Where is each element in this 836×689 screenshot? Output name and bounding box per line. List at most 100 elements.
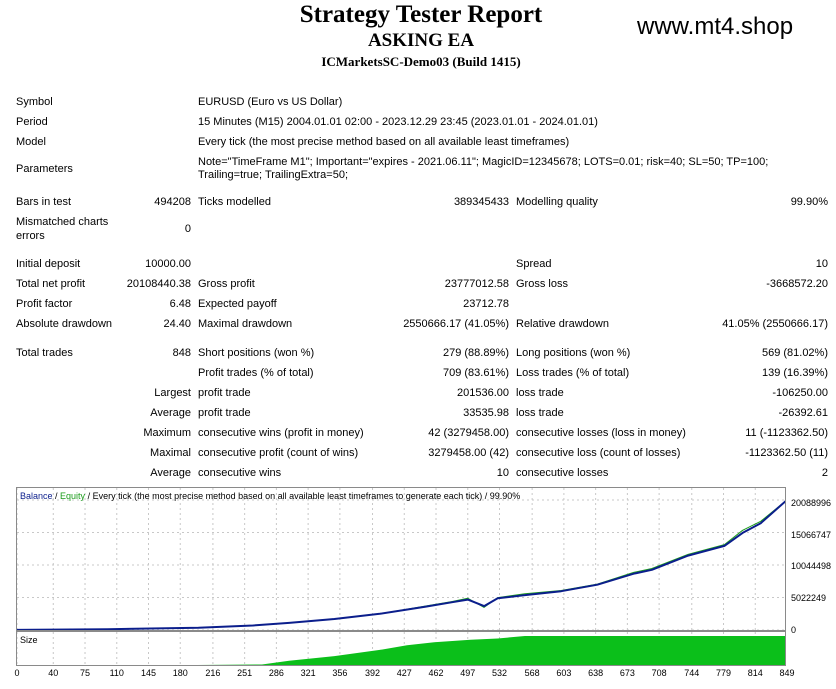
relative-drawdown-label: Relative drawdown	[516, 318, 609, 330]
y-tick-label: 5022249	[791, 593, 827, 603]
parameters-line-1: Note="TimeFrame M1"; Important="expires …	[198, 156, 769, 168]
legend-balance: Balance	[20, 491, 53, 501]
server-info: ICMarketsSC-Demo03 (Build 1415)	[321, 54, 521, 69]
gross-profit-label: Gross profit	[198, 278, 255, 290]
maximal-loss-label: consecutive loss (count of losses)	[516, 447, 681, 459]
x-tick-label: 638	[588, 668, 604, 678]
quality-value: 99.90%	[790, 196, 828, 208]
average-profit-label: profit trade	[198, 407, 251, 419]
maximal-profit-value: 3279458.00 (42)	[428, 447, 509, 459]
avg-consec-wins-label: consecutive wins	[198, 467, 282, 479]
bars-label: Bars in test	[16, 196, 72, 208]
x-tick-label: 110	[109, 668, 124, 678]
x-tick-label: 145	[140, 668, 157, 678]
profit-factor-label: Profit factor	[16, 298, 73, 310]
largest-profit-label: profit trade	[198, 387, 251, 399]
size-chart: Size	[16, 631, 786, 666]
max-consec-losses-value: 11 (-1123362.50)	[745, 427, 828, 439]
bars-value: 494208	[154, 196, 191, 208]
average-profit-value: 33535.98	[463, 407, 509, 419]
largest-loss-value: -106250.00	[772, 387, 828, 399]
average-loss-label: loss trade	[516, 407, 564, 419]
net-profit-label: Total net profit	[16, 278, 86, 290]
y-tick-label: 10044498	[791, 561, 832, 571]
x-tick-label: 251	[237, 668, 253, 678]
expected-payoff-value: 23712.78	[463, 298, 509, 310]
absolute-drawdown-label: Absolute drawdown	[16, 318, 113, 330]
relative-drawdown-value: 41.05% (2550666.17)	[722, 318, 828, 330]
mismatch-label-line-2: errors	[16, 230, 45, 242]
avg-consec-losses-value: 2	[821, 467, 828, 479]
x-tick-label: 321	[300, 668, 316, 678]
avg-consec-wins-value: 10	[496, 467, 509, 479]
x-tick-label: 462	[428, 668, 444, 678]
largest-profit-value: 201536.00	[457, 387, 509, 399]
spread-value: 10	[815, 258, 828, 270]
legend-description: / Every tick (the most precise method ba…	[85, 491, 521, 501]
y-tick-label: 15066747	[791, 530, 832, 540]
y-tick-label: 20088996	[791, 498, 832, 508]
avg-consec-losses-label: consecutive losses	[516, 467, 609, 479]
mismatch-value: 0	[184, 223, 191, 235]
model-value: Every tick (the most precise method base…	[198, 136, 570, 148]
gross-loss-label: Gross loss	[516, 278, 568, 290]
symbol-value: EURUSD (Euro vs US Dollar)	[198, 96, 343, 108]
largest-loss-label: loss trade	[516, 387, 564, 399]
expected-payoff-label: Expected payoff	[198, 298, 277, 310]
legend-equity: Equity	[60, 491, 86, 501]
gross-loss-value: -3668572.20	[766, 278, 828, 290]
x-tick-label: 180	[172, 668, 188, 678]
model-label: Model	[16, 136, 46, 148]
maximal-label: Maximal	[150, 447, 191, 459]
maximal-drawdown-label: Maximal drawdown	[198, 318, 293, 330]
mismatch-label-line-1: Mismatched charts	[16, 216, 109, 228]
total-trades-label: Total trades	[16, 347, 73, 359]
long-positions-label: Long positions (won %)	[516, 347, 631, 359]
watermark-text: www.mt4.shop	[637, 13, 794, 40]
average-consec-label: Average	[150, 467, 191, 479]
x-tick-label: 849	[779, 668, 795, 678]
average-loss-value: -26392.61	[778, 407, 828, 419]
profit-factor-value: 6.48	[169, 298, 191, 310]
average-label: Average	[150, 407, 191, 419]
size-chart-label: Size	[20, 635, 38, 645]
period-label: Period	[16, 116, 48, 128]
maximum-label: Maximum	[143, 427, 191, 439]
parameters-label: Parameters	[16, 163, 73, 175]
maximal-drawdown-value: 2550666.17 (41.05%)	[403, 318, 509, 330]
largest-label: Largest	[154, 387, 191, 399]
x-tick-label: 40	[48, 668, 59, 678]
x-tick-label: 708	[651, 668, 667, 678]
chart-legend: Balance / Equity / Every tick (the most …	[20, 491, 520, 501]
x-tick-label: 744	[684, 668, 700, 678]
loss-trades-label: Loss trades (% of total)	[516, 367, 630, 379]
maximal-profit-label: consecutive profit (count of wins)	[198, 447, 359, 459]
initial-deposit-label: Initial deposit	[16, 258, 81, 270]
short-positions-value: 279 (88.89%)	[442, 347, 509, 359]
profit-trades-label: Profit trades (% of total)	[198, 367, 314, 379]
initial-deposit-value: 10000.00	[145, 258, 191, 270]
size-chart-svg	[17, 632, 785, 665]
ea-name: ASKING EA	[367, 30, 475, 51]
spread-label: Spread	[516, 258, 552, 270]
max-consec-wins-label: consecutive wins (profit in money)	[198, 427, 364, 439]
legend-separator: /	[52, 491, 61, 501]
ticks-label: Ticks modelled	[198, 196, 271, 208]
balance-chart-svg	[17, 488, 785, 630]
absolute-drawdown-value: 24.40	[163, 318, 191, 330]
balance-chart: Balance / Equity / Every tick (the most …	[16, 487, 786, 631]
x-tick-label: 532	[491, 668, 507, 678]
symbol-label: Symbol	[16, 96, 53, 108]
ticks-value: 389345433	[453, 196, 509, 208]
maximal-loss-value: -1123362.50 (11)	[745, 447, 828, 459]
profit-trades-value: 709 (83.61%)	[442, 367, 509, 379]
net-profit-value: 20108440.38	[126, 278, 191, 290]
gross-profit-value: 23777012.58	[444, 278, 509, 290]
x-tick-label: 75	[80, 668, 91, 678]
x-tick-label: 814	[747, 668, 763, 678]
x-tick-label: 427	[396, 668, 412, 678]
x-tick-label: 673	[619, 668, 635, 678]
max-consec-losses-label: consecutive losses (loss in money)	[516, 427, 686, 439]
period-value: 15 Minutes (M15) 2004.01.01 02:00 - 2023…	[198, 116, 598, 128]
total-trades-value: 848	[172, 347, 191, 359]
